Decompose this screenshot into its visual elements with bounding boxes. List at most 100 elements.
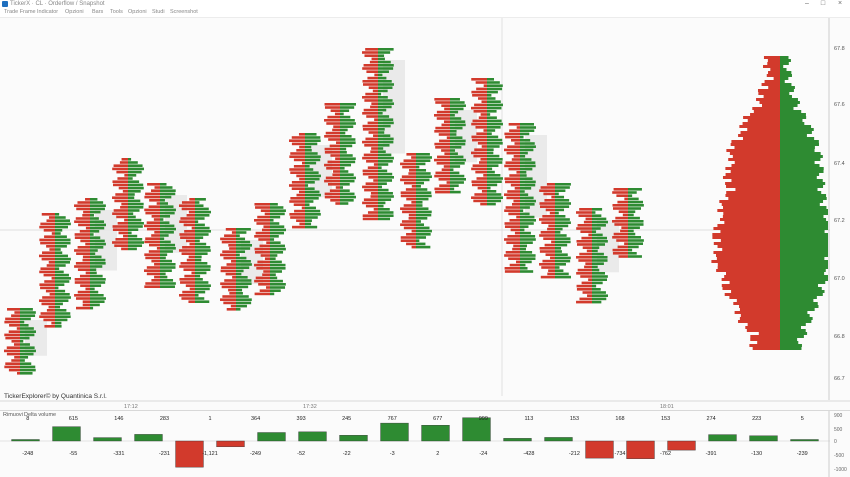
cluster-sell-bar [443,165,450,168]
profile-sell-bar [739,125,780,128]
delta-bottom-label: 2 [436,451,439,457]
cluster-sell-bar [539,263,555,266]
cluster-sell-bar [409,169,416,172]
profile-sell-bar [719,200,780,203]
cluster-buy-bar [236,304,247,308]
price-label: 67.2 [834,218,845,224]
cluster-sell-bar [434,174,450,178]
cluster-buy-bar [20,352,34,356]
cluster-sell-bar [540,205,555,208]
menu-item-opzioni[interactable]: Opzioni [65,9,84,15]
cluster-sell-bar [472,164,487,167]
cluster-sell-bar [505,180,520,184]
menu-item-studi[interactable]: Studi [152,9,165,15]
tab-rimuovi[interactable]: Rimuovi [3,412,23,418]
close-icon[interactable]: × [837,0,843,7]
menu-item-indicator[interactable]: Indicator [37,9,59,15]
cluster-buy-bar [160,218,164,221]
cluster-sell-bar [505,206,520,209]
cluster-sell-bar [332,128,340,132]
cluster-buy-bar [90,262,106,265]
cluster-sell-bar [4,320,20,324]
cluster-sell-bar [114,199,128,203]
profile-buy-bar [780,146,815,149]
cluster-buy-bar [378,185,382,189]
cluster-sell-bar [542,259,555,263]
cluster-buy-bar [236,282,252,285]
profile-sell-bar [716,257,780,260]
tab-delta-volume[interactable]: Delta volume [24,412,57,418]
profile-sell-bar [739,317,780,320]
cluster-sell-bar [324,195,340,199]
cluster-buy-bar [378,105,392,109]
cluster-sell-bar [289,200,305,203]
cluster-sell-bar [46,219,55,222]
cluster-sell-bar [504,148,520,152]
cluster-sell-bar [186,239,195,243]
cluster-buy-bar [340,170,349,173]
delta-bar [503,438,532,442]
cluster-buy-bar [195,246,211,249]
menu-item-bars[interactable]: Bars [92,9,104,15]
cluster-sell-bar [113,183,128,187]
cluster-buy-bar [378,118,394,121]
cluster-sell-bar [576,272,592,275]
profile-sell-bar [711,260,780,263]
cluster-sell-bar [441,104,450,107]
cluster-sell-bar [182,246,195,249]
cluster-buy-bar [340,195,356,199]
cluster-sell-bar [146,272,160,276]
cluster-buy-bar [236,231,247,234]
cluster-buy-bar [520,135,524,139]
cluster-buy-bar [55,305,61,309]
minimize-icon[interactable]: – [805,0,809,7]
delta-y-tick: 900 [834,413,843,419]
cluster-sell-bar [366,115,378,118]
menu-item-trade-frame[interactable]: Trade Frame [4,9,36,15]
cluster-sell-bar [254,235,270,238]
cluster-buy-bar [160,263,176,266]
menu-item-tools[interactable]: Tools [110,9,123,15]
cluster-sell-bar [401,175,416,178]
cluster-buy-bar [90,207,105,211]
cluster-sell-bar [513,155,520,158]
cluster-buy-bar [487,167,493,171]
cluster-sell-bar [146,227,160,231]
cluster-buy-bar [487,158,503,161]
cluster-sell-bar [324,106,340,109]
cluster-buy-bar [305,165,310,168]
profile-sell-bar [721,203,780,206]
cluster-buy-bar [592,281,603,285]
cluster-buy-bar [305,203,310,206]
footprint-chart[interactable]: TickerExplorer© by Quantinica S.r.l. 67.… [0,18,850,410]
cluster-buy-bar [555,215,566,218]
cluster-buy-bar [236,301,252,305]
delta-bottom-label: -734 [614,451,625,457]
menu-item-screenshot[interactable]: Screenshot [170,9,198,15]
profile-sell-bar [724,275,780,278]
cluster-sell-bar [77,290,90,294]
cluster-buy-bar [236,260,251,263]
cluster-sell-bar [14,356,20,359]
cluster-sell-bar [612,204,628,207]
profile-buy-bar [780,167,824,170]
cluster-buy-bar [90,252,96,255]
cluster-buy-bar [378,147,384,150]
cluster-sell-bar [296,174,305,178]
menu-item-opzioni-2[interactable]: Opzioni [128,9,147,15]
cluster-buy-bar [195,207,209,211]
profile-buy-bar [780,104,798,107]
maximize-icon[interactable]: □ [820,0,826,7]
cluster-buy-bar [90,281,106,284]
cluster-sell-bar [621,226,628,229]
cluster-sell-bar [258,238,270,241]
profile-buy-bar [780,308,815,311]
cluster-sell-bar [324,135,340,138]
cluster-sell-bar [291,181,305,184]
cluster-buy-bar [520,267,528,270]
cluster-sell-bar [363,64,378,67]
cluster-buy-bar [555,237,571,240]
cluster-buy-bar [487,138,503,142]
cluster-sell-bar [403,226,416,230]
price-label: 67.0 [834,276,845,282]
